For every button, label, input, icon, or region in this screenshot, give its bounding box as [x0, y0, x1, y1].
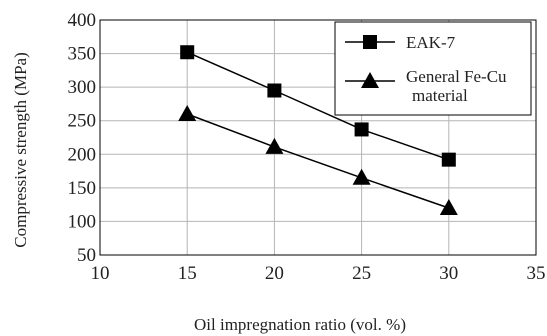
x-tick-label: 15 — [178, 263, 197, 284]
data-point-square — [441, 152, 456, 167]
y-tick-label: 300 — [68, 77, 97, 98]
x-tick-label: 30 — [439, 263, 458, 284]
series-line-2 — [186, 113, 450, 209]
data-point-triangle — [265, 137, 284, 154]
y-tick-label: 200 — [68, 144, 97, 165]
data-point-triangle — [178, 105, 197, 121]
data-point-square — [354, 122, 369, 137]
y-axis-title: Compressive strength (MPa) — [11, 52, 30, 247]
x-axis-ticks: 10 15 20 25 30 35 — [91, 263, 546, 284]
series-line-1 — [186, 51, 450, 161]
x-tick-label: 20 — [265, 263, 284, 284]
legend-marker-square — [363, 35, 377, 49]
y-tick-label: 350 — [68, 44, 97, 65]
y-tick-label: 50 — [77, 245, 96, 266]
legend-marker-triangle — [361, 72, 379, 88]
legend-label-eak7: EAK-7 — [406, 33, 456, 52]
y-tick-label: 250 — [68, 111, 97, 132]
y-tick-label: 400 — [68, 10, 97, 31]
x-tick-label: 10 — [91, 263, 110, 284]
y-axis-ticks: 50 100 150 200 250 300 350 400 — [68, 10, 97, 266]
legend: EAK-7 General Fe-Cu material — [334, 21, 532, 116]
legend-label-fecu: General Fe-Cu material — [406, 67, 511, 105]
x-tick-label: 25 — [352, 263, 371, 284]
data-point-square — [180, 45, 195, 60]
data-point-triangle — [439, 199, 458, 215]
x-axis-title: Oil impregnation ratio (vol. %) — [194, 315, 406, 334]
data-point-square — [267, 83, 282, 98]
legend-label-fecu-line2: material — [412, 86, 468, 105]
x-tick-label: 35 — [527, 263, 546, 284]
legend-label-fecu-line1: General Fe-Cu — [406, 67, 507, 86]
y-tick-label: 150 — [68, 178, 97, 199]
y-tick-label: 100 — [68, 211, 97, 232]
plot-area-frame — [99, 19, 537, 256]
grid — [100, 20, 536, 255]
series-group — [178, 45, 458, 215]
data-point-triangle — [352, 168, 371, 185]
